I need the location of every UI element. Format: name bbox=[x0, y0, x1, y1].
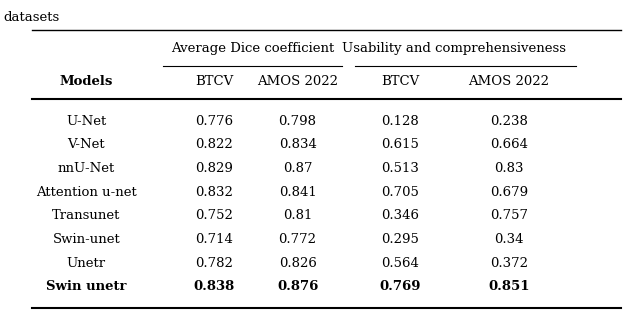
Text: 0.295: 0.295 bbox=[381, 233, 419, 246]
Text: 0.838: 0.838 bbox=[194, 280, 235, 293]
Text: 0.615: 0.615 bbox=[381, 138, 419, 152]
Text: 0.834: 0.834 bbox=[278, 138, 317, 152]
Text: U-Net: U-Net bbox=[67, 115, 106, 128]
Text: V-Net: V-Net bbox=[68, 138, 105, 152]
Text: 0.679: 0.679 bbox=[490, 186, 528, 199]
Text: 0.372: 0.372 bbox=[490, 256, 528, 270]
Text: Usability and comprehensiveness: Usability and comprehensiveness bbox=[342, 42, 566, 55]
Text: Average Dice coefficient: Average Dice coefficient bbox=[171, 42, 335, 55]
Text: nnU-Net: nnU-Net bbox=[58, 162, 115, 175]
Text: 0.772: 0.772 bbox=[278, 233, 317, 246]
Text: 0.851: 0.851 bbox=[488, 280, 529, 293]
Text: Transunet: Transunet bbox=[52, 209, 120, 222]
Text: 0.782: 0.782 bbox=[195, 256, 234, 270]
Text: 0.87: 0.87 bbox=[283, 162, 312, 175]
Text: AMOS 2022: AMOS 2022 bbox=[468, 75, 549, 89]
Text: 0.829: 0.829 bbox=[195, 162, 234, 175]
Text: 0.564: 0.564 bbox=[381, 256, 419, 270]
Text: 0.876: 0.876 bbox=[277, 280, 318, 293]
Text: 0.826: 0.826 bbox=[278, 256, 317, 270]
Text: 0.752: 0.752 bbox=[195, 209, 234, 222]
Text: Unetr: Unetr bbox=[67, 256, 106, 270]
Text: 0.238: 0.238 bbox=[490, 115, 528, 128]
Text: Swin unetr: Swin unetr bbox=[46, 280, 127, 293]
Text: 0.128: 0.128 bbox=[381, 115, 419, 128]
Text: 0.714: 0.714 bbox=[195, 233, 234, 246]
Text: Swin-unet: Swin-unet bbox=[52, 233, 120, 246]
Text: 0.513: 0.513 bbox=[381, 162, 419, 175]
Text: 0.757: 0.757 bbox=[490, 209, 528, 222]
Text: datasets: datasets bbox=[3, 11, 60, 24]
Text: BTCV: BTCV bbox=[195, 75, 234, 89]
Text: 0.776: 0.776 bbox=[195, 115, 234, 128]
Text: 0.34: 0.34 bbox=[494, 233, 524, 246]
Text: AMOS 2022: AMOS 2022 bbox=[257, 75, 338, 89]
Text: 0.346: 0.346 bbox=[381, 209, 419, 222]
Text: 0.798: 0.798 bbox=[278, 115, 317, 128]
Text: 0.705: 0.705 bbox=[381, 186, 419, 199]
Text: 0.769: 0.769 bbox=[380, 280, 420, 293]
Text: 0.81: 0.81 bbox=[283, 209, 312, 222]
Text: BTCV: BTCV bbox=[381, 75, 419, 89]
Text: 0.841: 0.841 bbox=[279, 186, 316, 199]
Text: 0.832: 0.832 bbox=[195, 186, 234, 199]
Text: 0.822: 0.822 bbox=[196, 138, 233, 152]
Text: Attention u-net: Attention u-net bbox=[36, 186, 137, 199]
Text: 0.664: 0.664 bbox=[490, 138, 528, 152]
Text: 0.83: 0.83 bbox=[494, 162, 524, 175]
Text: Models: Models bbox=[60, 75, 113, 89]
